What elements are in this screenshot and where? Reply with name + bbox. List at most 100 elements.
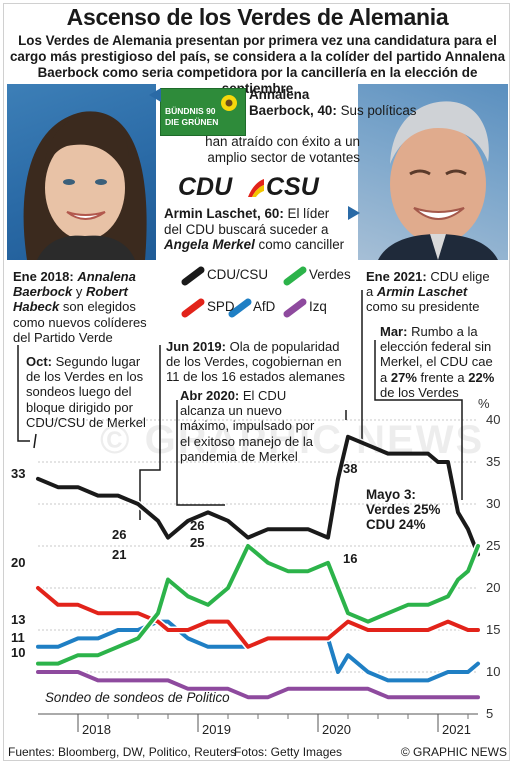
jun2019-text-3: 11 de los 16 estados alemanes bbox=[166, 369, 345, 385]
oct-text-1: Segundo lugar bbox=[55, 354, 141, 369]
legend-swatch-Verdes bbox=[283, 266, 307, 286]
mayo-line-3: CDU 24% bbox=[366, 517, 426, 533]
mar-date: Mar: bbox=[380, 324, 408, 339]
oct-text-2: de los Verdes en los bbox=[26, 369, 144, 385]
value-cdu-start: 33 bbox=[11, 466, 26, 481]
ene2021-text-0: CDU elige bbox=[430, 269, 490, 284]
cdu-logo-text: CDU bbox=[178, 173, 233, 201]
page-frame bbox=[3, 3, 510, 761]
baerbock-info: Annalena Baerbock, 40: Sus políticas bbox=[249, 87, 416, 118]
merkel-name: Angela Merkel bbox=[164, 237, 255, 253]
y-tick-20: 20 bbox=[486, 580, 501, 595]
leader-abr-2020 bbox=[176, 400, 225, 506]
chart-gridlines bbox=[38, 419, 478, 715]
footer-source: Fuentes: Bloomberg, DW, Politico, Reuter… bbox=[8, 745, 237, 759]
laschet-text-1: El líder bbox=[287, 206, 330, 221]
watermark: © GRAPHIC NEWS bbox=[100, 418, 485, 462]
annotation-abr-2020: Abr 2020: El CDU alcanza un nuevo máximo… bbox=[180, 388, 314, 464]
mayo-line-1: Mayo 3: bbox=[366, 487, 416, 502]
ene2018-text-1: son elegidos bbox=[62, 299, 136, 315]
jun2019-date: Jun 2019: bbox=[166, 339, 226, 354]
y-axis-unit: % bbox=[478, 396, 490, 411]
laschet-name: Armin Laschet, 60: bbox=[164, 206, 284, 221]
y-tick-5: 5 bbox=[486, 706, 494, 721]
subtitle-line-1: Los Verdes de Alemania presentan por pri… bbox=[18, 33, 497, 48]
jun2019-text-1: Ola de popularidad bbox=[229, 339, 340, 354]
baerbock-text-1: Sus políticas bbox=[340, 102, 417, 118]
y-tick-30: 30 bbox=[486, 496, 501, 511]
laschet-info: Armin Laschet, 60: El líder del CDU busc… bbox=[164, 206, 344, 253]
greens-logo-line-2: DIE GRÜNEN bbox=[165, 117, 219, 127]
mar-text-4: de los Verdes bbox=[380, 384, 459, 400]
leader-ene-2018 bbox=[17, 345, 30, 442]
legend-swatch-SPD bbox=[181, 298, 205, 318]
series-line-Verdes bbox=[36, 544, 480, 666]
mar-text-1: elección federal sin bbox=[380, 339, 492, 355]
page-title: Ascenso de los Verdes de Alemania bbox=[66, 4, 449, 30]
value-spd-start: 20 bbox=[11, 555, 26, 570]
x-tick-2021: 2021 bbox=[442, 722, 471, 737]
series-line-Izq bbox=[36, 670, 480, 700]
baerbock-portrait-illustration bbox=[23, 111, 147, 260]
laschet-photo bbox=[358, 84, 508, 260]
annotation-mayo-3: Mayo 3: Verdes 25% CDU 24% bbox=[366, 487, 440, 533]
oct-text-3: sondeos luego del bbox=[26, 384, 132, 400]
mar-value-2: 22% bbox=[468, 369, 495, 385]
ene2018-name-2a: Baerbock bbox=[13, 284, 73, 300]
ene2018-text-2: como nuevos colíderes bbox=[13, 314, 147, 330]
legend-swatches bbox=[181, 266, 307, 318]
legend-afd: AfD bbox=[253, 299, 276, 314]
sunflower-icon bbox=[221, 95, 237, 111]
abr2020-text-2: máximo, impulsado por bbox=[180, 418, 315, 434]
value-cdu-low-2: 26 bbox=[190, 518, 205, 533]
abr2020-text-3: el exitoso manejo de la bbox=[180, 433, 313, 449]
annotation-leader-lines bbox=[17, 290, 463, 520]
greens-logo: BÜNDNIS 90 DIE GRÜNEN bbox=[160, 88, 246, 136]
x-tick-2020: 2020 bbox=[322, 722, 351, 737]
leader-mar bbox=[374, 340, 463, 500]
legend-spd: SPD bbox=[207, 299, 235, 314]
flag-swoosh-icon bbox=[248, 179, 264, 197]
oct-text-5: CDU/CSU de Merkel bbox=[26, 414, 146, 430]
series-line-CDU/CSU bbox=[36, 434, 480, 557]
y-tick-10: 10 bbox=[486, 664, 501, 679]
annotation-ene-2021: Ene 2021: CDU elige a Armin Laschet como… bbox=[366, 269, 490, 315]
subtitle-line-3: Baerbock como seria competidora por la c… bbox=[37, 65, 478, 96]
value-fdp-start: 11 bbox=[11, 630, 25, 645]
pointer-arrow-left bbox=[149, 88, 161, 102]
leader-oct-dot bbox=[33, 433, 37, 449]
baerbock-text-3: amplio sector de votantes bbox=[207, 149, 360, 165]
value-green-16: 16 bbox=[343, 551, 358, 566]
annotation-jun-2019: Jun 2019: Ola de popularidad de los Verd… bbox=[166, 339, 345, 385]
x-axis bbox=[38, 713, 478, 732]
abr2020-date: Abr 2020: bbox=[180, 388, 240, 403]
greens-logo-line-1: BÜNDNIS 90 bbox=[165, 106, 216, 116]
page-subtitle: Los Verdes de Alemania presentan por pri… bbox=[6, 33, 509, 97]
mar-value-1: 27% bbox=[390, 369, 417, 385]
footer-brand: © GRAPHIC NEWS bbox=[400, 745, 507, 759]
annotation-mar: Mar: Rumbo a la elección federal sin Mer… bbox=[380, 324, 494, 400]
baerbock-text-2: han atraído con éxito a un bbox=[205, 134, 360, 149]
mar-text-3a: a bbox=[380, 369, 388, 385]
mar-text-2: Merkel, el CDU cae bbox=[380, 354, 493, 370]
x-tick-2018: 2018 bbox=[82, 722, 111, 737]
pointer-arrow-right bbox=[348, 206, 360, 220]
y-tick-15: 15 bbox=[486, 622, 501, 637]
leader-jun-2019 bbox=[139, 345, 161, 520]
value-cdu-low-1: 26 bbox=[112, 527, 127, 542]
oct-text-4: bloque dirigido por bbox=[26, 399, 133, 415]
ene2021-text-2: como su presidente bbox=[366, 299, 480, 315]
ene2021-date: Ene 2021: bbox=[366, 269, 427, 284]
legend-swatch-Izq bbox=[283, 298, 307, 318]
value-green-21: 21 bbox=[112, 547, 127, 562]
csu-logo-text: CSU bbox=[266, 173, 319, 201]
baerbock-photo bbox=[7, 84, 156, 260]
ene2018-name-3: Habeck bbox=[13, 299, 60, 315]
ene2021-text-1a: a bbox=[366, 284, 374, 300]
baerbock-name-1: Annalena bbox=[249, 87, 310, 102]
y-tick-40: 40 bbox=[486, 412, 501, 427]
ene2018-name-1: Annalena bbox=[77, 269, 136, 284]
poll-note: Sondeo de sondeos de Politico bbox=[45, 690, 230, 705]
abr2020-text-0: El CDU bbox=[242, 388, 287, 403]
